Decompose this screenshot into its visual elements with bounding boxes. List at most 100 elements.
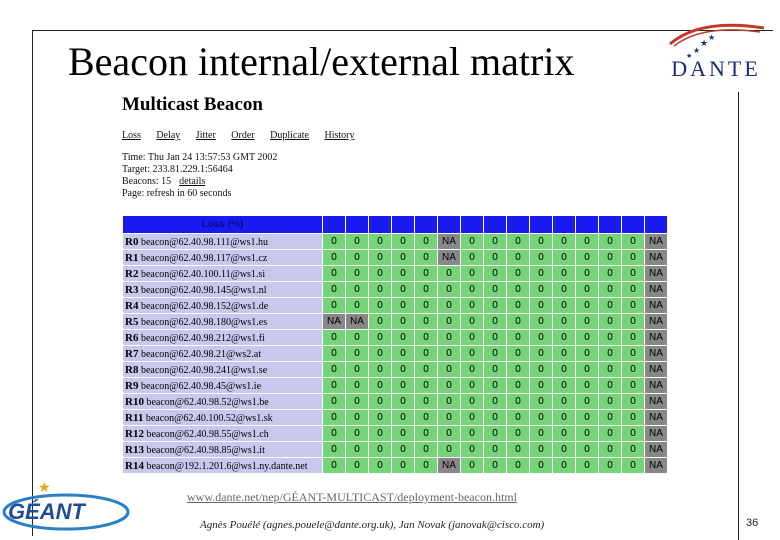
matrix-cell: 0 (345, 265, 369, 282)
matrix-cell: 0 (598, 425, 622, 442)
matrix-cell: 0 (460, 361, 484, 378)
matrix-cell: NA (437, 233, 461, 250)
matrix-cell: 0 (575, 409, 599, 426)
matrix-cell: 0 (483, 345, 507, 362)
nav-delay-link[interactable]: Delay (156, 130, 181, 141)
matrix-cell: 0 (368, 233, 392, 250)
matrix-cell: 0 (437, 329, 461, 346)
slide-frame (32, 30, 773, 536)
matrix-cell: 0 (345, 377, 369, 394)
matrix-cell: 0 (391, 249, 415, 266)
beacon-matrix-table: Loss (%) R0 beacon@62.40.98.111@ws1.hu 0 0… (122, 215, 668, 474)
matrix-cell: 0 (621, 361, 645, 378)
matrix-cell: NA (644, 313, 668, 330)
matrix-cell: 0 (621, 233, 645, 250)
matrix-cell: 0 (575, 457, 599, 474)
nav-jitter-link[interactable]: Jitter (195, 130, 216, 141)
matrix-cell: 0 (552, 329, 576, 346)
matrix-cell: 0 (345, 457, 369, 474)
matrix-cell: 0 (621, 441, 645, 458)
matrix-cell: 0 (368, 281, 392, 298)
matrix-cell: 0 (483, 265, 507, 282)
row-id: R4 (125, 299, 139, 312)
matrix-cell: 0 (391, 265, 415, 282)
details-link[interactable]: details (179, 176, 206, 187)
matrix-cell: 0 (529, 425, 553, 442)
matrix-cell: 0 (322, 329, 346, 346)
matrix-cell: 0 (345, 393, 369, 410)
matrix-cell: 0 (345, 441, 369, 458)
matrix-cell: 0 (414, 409, 438, 426)
matrix-cell: 0 (391, 425, 415, 442)
matrix-cell: 0 (437, 361, 461, 378)
matrix-cell: 0 (345, 249, 369, 266)
matrix-body: R0 beacon@62.40.98.111@ws1.hu 0 0 0 0 0 NA 0 0 0 0… (122, 233, 668, 474)
matrix-cell: 0 (621, 329, 645, 346)
matrix-cell: 0 (529, 233, 553, 250)
matrix-cell: 0 (437, 265, 461, 282)
matrix-cell: 0 (529, 377, 553, 394)
matrix-cell: 0 (345, 425, 369, 442)
matrix-cell: 0 (483, 329, 507, 346)
matrix-cell: 0 (575, 233, 599, 250)
row-beacon-address: beacon@62.40.98.21@ws2.at (140, 348, 262, 360)
table-row: R11 beacon@62.40.100.52@ws1.sk 0 0 0 0 0 0 0 0 0 0… (122, 409, 668, 426)
page-url[interactable]: www.dante.net/nep/GÉANT-MULTICAST/deploy… (187, 490, 517, 504)
matrix-cell: 0 (621, 393, 645, 410)
matrix-cell: 0 (322, 297, 346, 314)
matrix-cell: 0 (575, 361, 599, 378)
matrix-header-label: Loss (%) (122, 215, 323, 234)
matrix-cell: 0 (460, 297, 484, 314)
matrix-cell: 0 (322, 409, 346, 426)
row-id: R2 (125, 267, 139, 280)
matrix-cell: 0 (598, 233, 622, 250)
nav-history-link[interactable]: History (324, 130, 355, 141)
matrix-cell: 0 (598, 441, 622, 458)
row-label: R0 beacon@62.40.98.111@ws1.hu (122, 233, 323, 250)
row-id: R7 (125, 347, 139, 360)
matrix-cell: 0 (483, 393, 507, 410)
matrix-cell: 0 (506, 425, 530, 442)
table-row: R8 beacon@62.40.98.241@ws1.se 0 0 0 0 0 0 0 0 0 0 0… (122, 361, 668, 378)
row-label: R3 beacon@62.40.98.145@ws1.nl (122, 281, 323, 298)
svg-text:★: ★ (708, 33, 715, 42)
svg-text:★: ★ (686, 52, 692, 60)
dante-logo: ★ ★ ★ ★ DANTE (660, 16, 772, 82)
matrix-cell: 0 (552, 345, 576, 362)
matrix-cell: 0 (506, 409, 530, 426)
matrix-cell: 0 (391, 233, 415, 250)
matrix-cell: 0 (483, 441, 507, 458)
matrix-cell: 0 (322, 393, 346, 410)
row-label: R6 beacon@62.40.98.212@ws1.fi (122, 329, 323, 346)
row-id: R11 (125, 411, 144, 424)
nav-loss-link[interactable]: Loss (122, 130, 141, 141)
matrix-cell: 0 (552, 457, 576, 474)
matrix-col-header (621, 215, 645, 234)
matrix-cell: 0 (529, 297, 553, 314)
row-beacon-address: beacon@62.40.98.111@ws1.hu (140, 236, 269, 248)
matrix-cell: 0 (345, 233, 369, 250)
matrix-cell: 0 (552, 265, 576, 282)
matrix-cell: 0 (506, 377, 530, 394)
matrix-col-header (552, 215, 576, 234)
matrix-cell: 0 (322, 265, 346, 282)
matrix-col-header (529, 215, 553, 234)
matrix-cell: 0 (391, 409, 415, 426)
table-row: R6 beacon@62.40.98.212@ws1.fi 0 0 0 0 0 0 0 0 0 0 0… (122, 329, 668, 346)
matrix-cell: 0 (575, 393, 599, 410)
table-row: R4 beacon@62.40.98.152@ws1.de 0 0 0 0 0 0 0 0 0 0 0… (122, 297, 668, 314)
matrix-cell: 0 (460, 425, 484, 442)
nav-duplicate-link[interactable]: Duplicate (270, 130, 309, 141)
nav-order-link[interactable]: Order (231, 130, 255, 141)
matrix-cell: NA (644, 297, 668, 314)
matrix-cell: 0 (391, 457, 415, 474)
matrix-cell: 0 (552, 409, 576, 426)
matrix-cell: 0 (414, 457, 438, 474)
matrix-header-row: Loss (%) (122, 215, 668, 234)
matrix-cell: 0 (414, 233, 438, 250)
beacon-nav: Loss Delay Jitter Order Duplicate Histor… (122, 130, 368, 141)
matrix-cell: NA (644, 249, 668, 266)
row-beacon-address: beacon@62.40.100.52@ws1.sk (145, 412, 273, 424)
row-label: R12 beacon@62.40.98.55@ws1.ch (122, 425, 323, 442)
matrix-cell: 0 (552, 441, 576, 458)
